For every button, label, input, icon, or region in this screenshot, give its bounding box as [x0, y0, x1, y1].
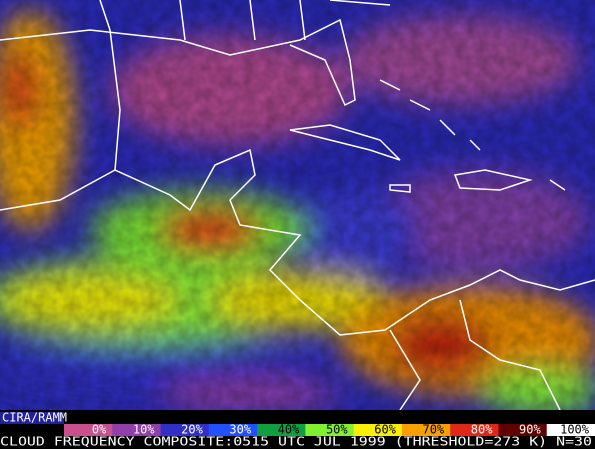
legend-swatch	[353, 424, 403, 436]
legend-label: 60%	[374, 423, 396, 437]
coastlines	[0, 0, 595, 411]
cloud-field	[0, 0, 595, 415]
legend-swatch	[208, 424, 258, 436]
legend-swatch	[64, 424, 113, 436]
legend-label: 80%	[471, 423, 493, 437]
legend-swatch	[257, 424, 306, 436]
legend-swatch	[112, 424, 162, 436]
legend-label: 10%	[133, 423, 155, 437]
caption: CLOUD FREQUENCY COMPOSITE:0515 UTC JUL 1…	[0, 435, 592, 449]
legend-swatch	[160, 424, 210, 436]
legend-label: 90%	[519, 423, 541, 437]
legend-label: 20%	[181, 423, 203, 437]
legend-swatch	[305, 424, 355, 436]
legend-label: 100%	[560, 423, 590, 437]
legend-label: 50%	[326, 423, 348, 437]
legend-swatch	[498, 424, 548, 436]
legend-label: 0%	[92, 423, 107, 437]
credit: CIRA/RAMM	[2, 411, 67, 425]
legend-swatch	[401, 424, 451, 436]
legend-label: 70%	[422, 423, 444, 437]
legend-label: 30%	[229, 423, 251, 437]
legend-swatch	[450, 424, 499, 436]
legend-swatch	[546, 424, 595, 436]
legend-label: 40%	[278, 423, 300, 437]
legend: CIRA/RAMM 0% 10% 20% 30% 40% 50% 60% 70% 80% 90% 1…	[0, 410, 595, 449]
